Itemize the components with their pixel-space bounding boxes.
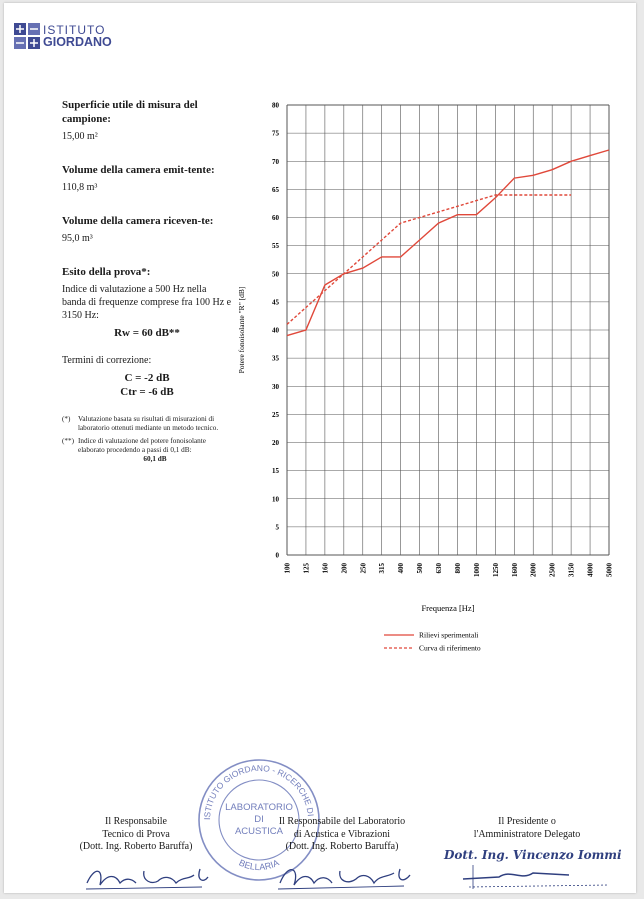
measured-curve-line <box>286 149 610 337</box>
svg-text:BELLARIA: BELLARIA <box>237 858 280 873</box>
x-tick-label: 4000 <box>587 563 595 578</box>
test-details-panel: Superficie utile di misura del campione:… <box>62 98 232 464</box>
stamp-bottom-text: BELLARIA <box>237 858 280 873</box>
lab-manager-title-2: di Acustica e Vibrazioni <box>293 828 391 840</box>
y-tick-label: 30 <box>272 383 280 391</box>
y-tick-label: 5 <box>276 523 280 531</box>
president-signature <box>462 865 610 889</box>
president-title-2: l'Amministratore Delegato <box>473 828 581 840</box>
y-tick-labels: 0 5 10 15 20 25 30 35 40 45 50 55 60 65 70 75 80 <box>272 102 280 560</box>
y-tick-label: 75 <box>272 130 280 138</box>
x-tick-label: 3150 <box>568 563 576 578</box>
x-tick-label: 5000 <box>606 563 614 578</box>
x-tick-label: 1250 <box>492 563 500 578</box>
x-tick-label: 100 <box>284 563 292 574</box>
y-tick-label: 10 <box>272 495 280 503</box>
y-tick-label: 25 <box>272 411 280 419</box>
x-tick-label: 2000 <box>530 563 538 578</box>
y-tick-label: 0 <box>276 552 280 560</box>
receiving-room-value: 95,0 m³ <box>62 233 93 244</box>
x-tick-label: 315 <box>378 563 386 574</box>
x-tick-label: 400 <box>397 563 405 574</box>
legend-label: Rilievi sperimentali <box>419 631 478 640</box>
x-tick-label: 160 <box>321 563 329 574</box>
reference-curve-line <box>286 194 572 325</box>
signature-block-lab-manager: Il Responsabile del Laboratorio di Acust… <box>262 816 422 854</box>
x-tick-label: 1600 <box>511 563 519 578</box>
signature-area: ISTITUTO GIORDANO - RICERCHE DI ES BELLA… <box>4 743 636 893</box>
receiving-room-heading: Volume della camera riceven-te: <box>62 215 214 227</box>
y-tick-label: 65 <box>272 186 280 194</box>
x-tick-label: 500 <box>416 563 424 574</box>
note-1-text: Valutazione basata su risultati di misur… <box>78 415 219 432</box>
stamp-center-line-2: DI <box>254 814 264 825</box>
note-1-key: (*) <box>62 415 71 423</box>
lab-manager-signature <box>277 868 411 890</box>
technician-title-2: Tecnico di Prova <box>102 828 170 840</box>
technician-signature <box>85 868 209 890</box>
y-tick-label: 15 <box>272 467 280 475</box>
logo-line-2: GIORDANO <box>43 35 112 49</box>
legend-label: Curva di riferimento <box>419 644 481 653</box>
x-tick-label: 125 <box>302 563 310 574</box>
y-tick-label: 40 <box>272 327 280 335</box>
y-tick-label: 70 <box>272 158 280 166</box>
technician-title-1: Il Responsabile <box>105 816 167 827</box>
y-tick-label: 20 <box>272 439 280 447</box>
stamp-center-line-1: LABORATORIO <box>225 802 293 813</box>
istituto-giordano-logo: ISTITUTO GIORDANO <box>14 23 112 49</box>
laboratory-stamp: ISTITUTO GIORDANO - RICERCHE DI ES BELLA… <box>194 755 320 881</box>
y-tick-label: 80 <box>272 102 280 110</box>
signature-block-president: Il Presidente o l'Amministratore Delegat… <box>452 816 602 841</box>
result-description: Indice di valutazione a 500 Hz nella ban… <box>62 284 232 321</box>
surface-value: 15,00 m² <box>62 131 98 142</box>
chart-grid <box>286 104 610 556</box>
note-2-text: Indice di valutazione del potere fonoiso… <box>78 437 206 454</box>
footnotes: (*) Valutazione basata su risultati di m… <box>62 415 232 464</box>
x-tick-label: 800 <box>454 563 462 574</box>
y-tick-label: 55 <box>272 242 280 250</box>
stamp-center-line-3: ACUSTICA <box>235 826 284 837</box>
x-tick-label: 200 <box>340 563 348 574</box>
x-tick-label: 1000 <box>473 563 481 578</box>
document-page: ISTITUTO GIORDANO Superficie utile di mi… <box>4 3 636 893</box>
surface-heading: Superficie utile di misura del campione: <box>62 99 198 125</box>
note-2-value: 60,1 dB <box>143 455 167 463</box>
emitting-room-value: 110,8 m³ <box>62 182 98 193</box>
president-title-1: Il Presidente o <box>498 816 556 827</box>
president-name: Dott. Ing. Vincenzo Iommi <box>444 848 622 862</box>
lab-manager-name: (Dott. Ing. Roberto Baruffa) <box>285 841 399 852</box>
y-tick-label: 50 <box>272 270 280 278</box>
emitting-room-heading: Volume della camera emit-tente: <box>62 164 215 176</box>
signature-block-technician: Il Responsabile Tecnico di Prova (Dott. … <box>76 816 196 854</box>
y-axis-label: Potere fonoisolante "R" [dB] <box>237 287 246 374</box>
lab-manager-title-1: Il Responsabile del Laboratorio <box>278 816 406 827</box>
logo-line-1: ISTITUTO <box>43 23 106 37</box>
c-value: C = -2 dB <box>124 372 170 384</box>
x-tick-label: 2500 <box>549 563 557 578</box>
rw-value: Rw = 60 dB** <box>114 327 180 339</box>
y-tick-label: 60 <box>272 214 280 222</box>
logo-grid-icon <box>14 23 40 49</box>
x-tick-label: 630 <box>435 563 443 574</box>
note-2-key: (**) <box>62 437 74 445</box>
technician-name: (Dott. Ing. Roberto Baruffa) <box>79 841 193 852</box>
x-tick-label: 250 <box>359 563 367 574</box>
chart-series <box>286 149 610 337</box>
y-tick-label: 45 <box>272 298 280 306</box>
y-tick-label: 35 <box>272 355 280 363</box>
result-heading: Esito della prova*: <box>62 266 151 278</box>
x-axis-label: Frequenza [Hz] <box>421 603 474 613</box>
x-tick-labels: 100 125 160 200 250 315 400 500 630 800 1000 1250 16… <box>284 563 614 578</box>
ctr-value: Ctr = -6 dB <box>120 386 174 398</box>
chart-legend: Rilievi sperimentali Curva di riferimento <box>384 631 481 653</box>
correction-heading: Termini di correzione: <box>62 355 152 366</box>
